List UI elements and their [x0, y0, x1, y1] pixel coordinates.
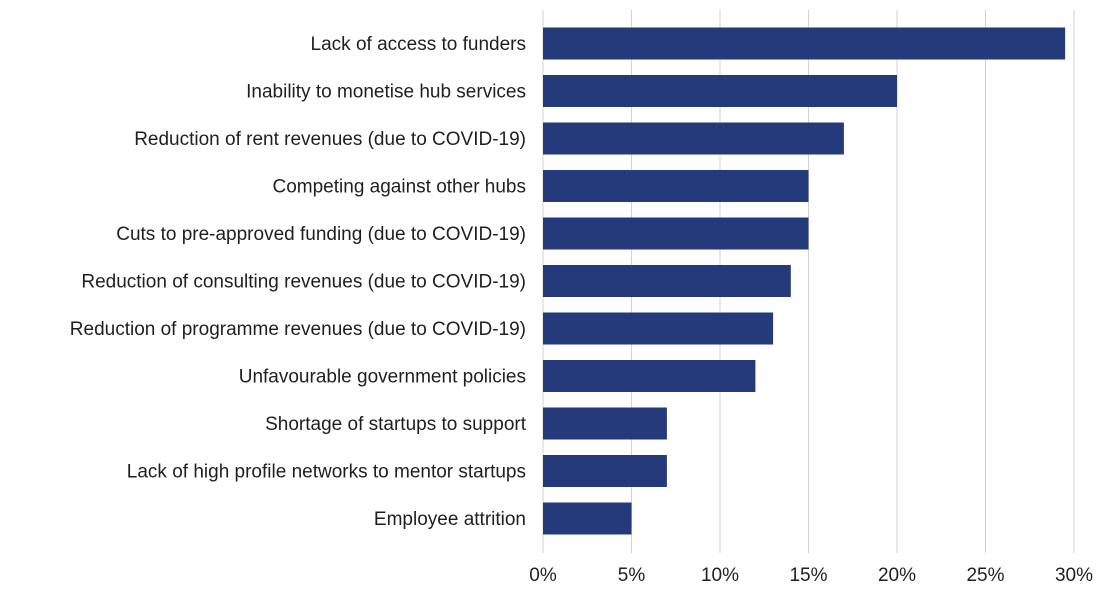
bar-8 — [543, 407, 667, 440]
category-label-1: Inability to monetise hub services — [246, 82, 526, 103]
category-label-6: Reduction of programme revenues (due to … — [70, 319, 526, 340]
bar-6 — [543, 312, 774, 345]
category-label-10: Employee attrition — [374, 509, 526, 530]
bar-9 — [543, 455, 667, 487]
bar-2 — [543, 122, 844, 155]
category-label-9: Lack of high profile networks to mentor … — [127, 462, 526, 483]
category-label-8: Shortage of startups to support — [265, 414, 527, 435]
category-label-5: Reduction of consulting revenues (due to… — [81, 272, 526, 293]
x-axis-ticks: 0% 5% 10% 15% 20% 25% 30% — [529, 565, 1093, 586]
bar-3 — [543, 170, 809, 202]
x-tick-label-3: 15% — [789, 565, 827, 585]
x-tick-label-6: 30% — [1055, 565, 1093, 585]
bars — [543, 27, 1066, 535]
category-label-7: Unfavourable government policies — [239, 367, 526, 388]
category-label-0: Lack of access to funders — [311, 34, 526, 55]
bar-0 — [543, 27, 1066, 60]
bar-5 — [543, 265, 791, 297]
bar-4 — [543, 217, 809, 250]
category-label-4: Cuts to pre-approved funding (due to COV… — [116, 224, 526, 245]
bar-10 — [543, 502, 632, 535]
bar-7 — [543, 360, 756, 392]
x-tick-label-2: 10% — [701, 565, 739, 585]
x-tick-label-4: 20% — [878, 565, 916, 585]
category-label-2: Reduction of rent revenues (due to COVID… — [134, 129, 526, 150]
x-tick-label-0: 0% — [529, 565, 557, 585]
category-label-3: Competing against other hubs — [273, 177, 527, 198]
bar-1 — [543, 75, 897, 107]
x-tick-label-1: 5% — [618, 565, 646, 585]
category-labels: Lack of access to funders Inability to mo… — [70, 34, 527, 530]
x-tick-label-5: 25% — [966, 565, 1004, 585]
